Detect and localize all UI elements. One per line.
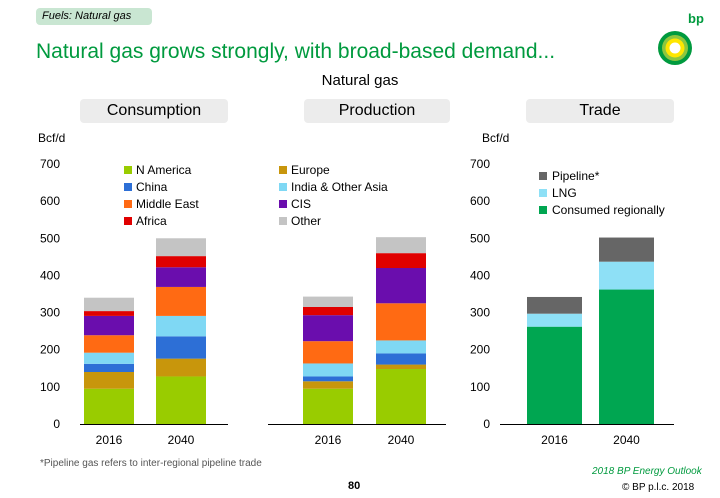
- y-axis-label: Bcf/d: [482, 131, 509, 145]
- bar-segment-china-2016: [303, 376, 353, 382]
- copyright: © BP p.l.c. 2018: [622, 482, 695, 493]
- bar-segment-africa-2016: [303, 307, 353, 316]
- x-tick-label-2016: 2016: [541, 433, 568, 447]
- legend-swatch-cis: [279, 200, 287, 208]
- bar-segment-other-2040: [156, 238, 206, 257]
- y-tick-label: 300: [40, 306, 60, 320]
- bar-segment-africa-2016: [84, 311, 134, 316]
- legend-swatch-other: [279, 217, 287, 225]
- bar-segment-cis-2040: [376, 268, 426, 304]
- y-tick-label: 200: [40, 343, 60, 357]
- bar-segment-india-other-asia-2040: [156, 315, 206, 337]
- bar-segment-cis-2016: [303, 315, 353, 342]
- legend-label-other: Other: [291, 214, 321, 228]
- y-tick-label: 500: [40, 231, 60, 245]
- y-tick-label: 0: [53, 417, 60, 431]
- chart-subtitle: Natural gas: [321, 72, 399, 89]
- legend-label-china: China: [136, 180, 168, 194]
- bar-segment-europe-2016: [303, 381, 353, 389]
- bar-segment-other-2016: [303, 296, 353, 307]
- bar-segment-cis-2040: [156, 267, 206, 287]
- legend-swatch-consumed-regionally: [539, 206, 547, 214]
- y-tick-label: 700: [470, 157, 490, 171]
- section-tag: Fuels: Natural gas: [36, 8, 152, 25]
- bar-segment-india-other-asia-2016: [84, 352, 134, 364]
- bar-segment-pipeline-2016: [527, 296, 582, 314]
- legend-swatch-n-america: [124, 166, 132, 174]
- bar-segment-india-other-asia-2016: [303, 363, 353, 377]
- y-tick-label: 400: [470, 268, 490, 282]
- bar-segment-n-america-2016: [303, 388, 353, 424]
- bar-segment-n-america-2016: [84, 388, 134, 424]
- bar-segment-europe-2040: [156, 358, 206, 377]
- bar-segment-middle-east-2016: [84, 335, 134, 353]
- y-tick-label: 200: [470, 343, 490, 357]
- legend-swatch-europe: [279, 166, 287, 174]
- bar-segment-china-2040: [156, 336, 206, 359]
- bar-segment-europe-2040: [376, 364, 426, 370]
- bar-segment-other-2040: [376, 237, 426, 254]
- bar-segment-india-other-asia-2040: [376, 340, 426, 354]
- bar-segment-middle-east-2016: [303, 341, 353, 364]
- legend-label-cis: CIS: [291, 197, 311, 211]
- bp-helios-logo: bp: [658, 11, 704, 65]
- y-axis-label: Bcf/d: [38, 131, 65, 145]
- x-tick-label-2016: 2016: [96, 433, 123, 447]
- legend-swatch-middle-east: [124, 200, 132, 208]
- legend-label-europe: Europe: [291, 163, 330, 177]
- panel-title-trade: Trade: [526, 99, 674, 123]
- chart-area: 0 100 200 300 400 500 600 700 Bcf/d 2016 2040 2016 2…: [38, 131, 674, 447]
- legend-swatch-lng: [539, 189, 547, 197]
- bar-segment-lng-2016: [527, 313, 582, 327]
- legend-swatch-africa: [124, 217, 132, 225]
- y-tick-label: 600: [470, 194, 490, 208]
- y-tick-label: 600: [40, 194, 60, 208]
- x-tick-label-2016: 2016: [315, 433, 342, 447]
- headline: Natural gas grows strongly, with broad-b…: [36, 40, 556, 63]
- bar-segment-middle-east-2040: [156, 286, 206, 316]
- legend-label-consumed-regionally: Consumed regionally: [552, 203, 665, 217]
- bar-segment-n-america-2040: [376, 369, 426, 424]
- page-number: 80: [348, 480, 361, 492]
- y-tick-label: 700: [40, 157, 60, 171]
- legend-swatch-india-other-asia: [279, 183, 287, 191]
- x-tick-label-2040: 2040: [613, 433, 640, 447]
- bar-segment-china-2040: [376, 353, 426, 365]
- bar-segment-consumed-regionally-2040: [599, 289, 654, 424]
- footnote: *Pipeline gas refers to inter-regional p…: [40, 458, 262, 469]
- y-tick-label: 0: [483, 417, 490, 431]
- bar-segment-lng-2040: [599, 261, 654, 290]
- panel-title-consumption: Consumption: [80, 99, 228, 123]
- legend-label-africa: Africa: [136, 214, 167, 228]
- y-tick-label: 500: [470, 231, 490, 245]
- bar-segment-cis-2016: [84, 315, 134, 336]
- panel-title-production: Production: [304, 99, 450, 123]
- logo-text: bp: [688, 11, 704, 26]
- bar-segment-africa-2040: [376, 253, 426, 268]
- bar-segment-africa-2040: [156, 256, 206, 268]
- bar-segment-pipeline-2040: [599, 237, 654, 262]
- legend-swatch-pipeline: [539, 172, 547, 180]
- bar-segment-other-2016: [84, 297, 134, 312]
- bar-segment-n-america-2040: [156, 376, 206, 424]
- legend-label-lng: LNG: [552, 186, 577, 200]
- legend-label-india-other-asia: India & Other Asia: [291, 180, 388, 194]
- bar-segment-europe-2016: [84, 372, 134, 389]
- y-tick-label: 300: [470, 306, 490, 320]
- legend-swatch-china: [124, 183, 132, 191]
- y-tick-label: 400: [40, 268, 60, 282]
- legend-label-pipeline: Pipeline*: [552, 169, 600, 183]
- bar-segment-china-2016: [84, 363, 134, 372]
- bar-segment-middle-east-2040: [376, 303, 426, 341]
- y-tick-label: 100: [470, 380, 490, 394]
- outlook-label: 2018 BP Energy Outlook: [592, 466, 702, 477]
- bar-segment-consumed-regionally-2016: [527, 326, 582, 424]
- x-tick-label-2040: 2040: [168, 433, 195, 447]
- y-tick-label: 100: [40, 380, 60, 394]
- x-tick-label-2040: 2040: [388, 433, 415, 447]
- legend-label-n-america: N America: [136, 163, 192, 177]
- legend-label-middle-east: Middle East: [136, 197, 199, 211]
